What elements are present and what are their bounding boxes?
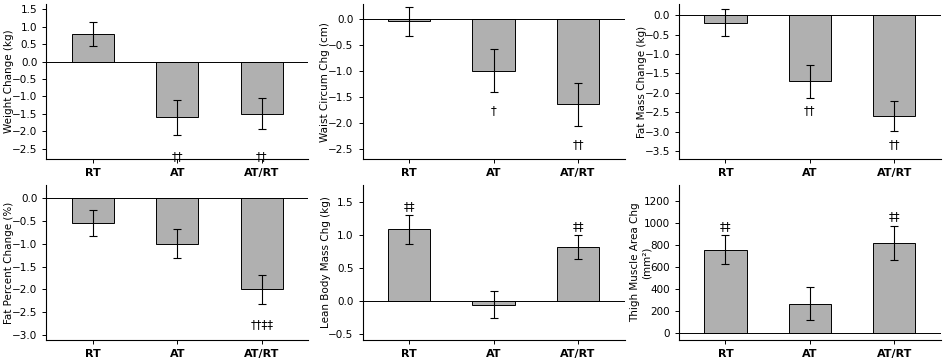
Y-axis label: Waist Circum Chg (cm): Waist Circum Chg (cm) <box>320 22 330 142</box>
Bar <box>872 243 915 333</box>
Bar <box>388 229 430 301</box>
Text: ‡‡: ‡‡ <box>719 220 731 233</box>
Text: ‡‡: ‡‡ <box>572 220 583 233</box>
Text: ††: †† <box>887 138 900 151</box>
Bar <box>72 198 114 223</box>
Bar <box>556 19 598 105</box>
Bar <box>472 301 514 305</box>
Bar <box>703 15 746 23</box>
Bar <box>156 198 198 244</box>
Bar <box>156 62 198 117</box>
Text: ††: †† <box>256 150 267 163</box>
Bar <box>703 250 746 333</box>
Bar <box>72 34 114 62</box>
Text: ††: †† <box>572 138 583 151</box>
Y-axis label: Fat Mass Change (kg): Fat Mass Change (kg) <box>636 25 646 138</box>
Y-axis label: Fat Percent Change (%): Fat Percent Change (%) <box>4 201 14 323</box>
Bar <box>788 303 830 333</box>
Text: ††: †† <box>803 105 815 118</box>
Bar <box>788 15 830 81</box>
Bar <box>241 198 282 289</box>
Bar <box>472 19 514 71</box>
Text: †: † <box>490 105 496 118</box>
Text: ††: †† <box>172 150 183 163</box>
Text: ††‡‡: ††‡‡ <box>250 318 273 331</box>
Text: ‡‡: ‡‡ <box>403 200 414 213</box>
Bar <box>556 247 598 301</box>
Y-axis label: Lean Body Mass Chg (kg): Lean Body Mass Chg (kg) <box>320 196 330 328</box>
Text: ‡‡: ‡‡ <box>887 211 900 223</box>
Bar <box>388 19 430 21</box>
Y-axis label: Weight Change (kg): Weight Change (kg) <box>4 30 14 133</box>
Bar <box>872 15 915 116</box>
Bar <box>241 62 282 114</box>
Y-axis label: Thigh Muscle Area Chg
(mm²): Thigh Muscle Area Chg (mm²) <box>630 203 651 322</box>
